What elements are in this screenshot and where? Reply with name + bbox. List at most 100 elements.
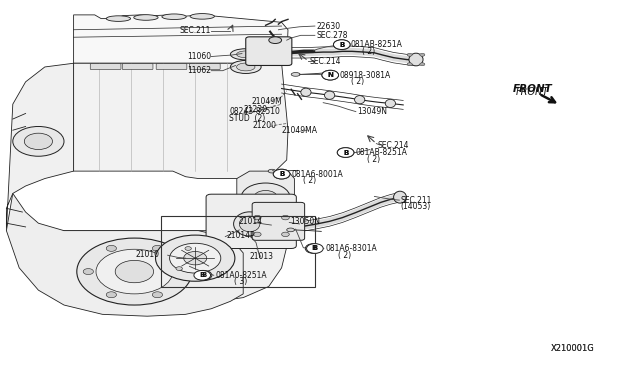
Text: ( 2): ( 2) (367, 155, 381, 164)
Circle shape (175, 269, 186, 275)
Text: X210001G: X210001G (550, 344, 594, 353)
Text: STUD  (2): STUD (2) (229, 114, 266, 123)
Circle shape (83, 269, 93, 275)
Ellipse shape (234, 212, 266, 236)
Circle shape (282, 215, 289, 220)
Ellipse shape (239, 216, 260, 232)
Text: ( 2): ( 2) (362, 47, 376, 56)
Text: 22630: 22630 (316, 22, 340, 31)
Circle shape (170, 243, 221, 273)
Circle shape (115, 260, 154, 283)
Circle shape (273, 169, 290, 179)
Text: N: N (327, 72, 333, 78)
Bar (161, 216, 315, 287)
Text: 081A0-8251A: 081A0-8251A (215, 271, 267, 280)
Text: B: B (339, 42, 344, 48)
Ellipse shape (190, 13, 214, 19)
Text: ( 2): ( 2) (303, 176, 317, 185)
Text: 11062: 11062 (188, 66, 211, 75)
Circle shape (13, 126, 64, 156)
Text: B: B (311, 246, 316, 251)
Text: 081AB-8251A: 081AB-8251A (356, 148, 408, 157)
Ellipse shape (269, 37, 282, 44)
Text: 21014: 21014 (238, 217, 262, 226)
Circle shape (337, 148, 354, 157)
Circle shape (184, 251, 207, 265)
Ellipse shape (106, 16, 131, 21)
Text: 21230: 21230 (243, 105, 268, 114)
Text: SEC.278: SEC.278 (316, 31, 348, 40)
Circle shape (273, 169, 290, 179)
Circle shape (156, 235, 235, 281)
Text: B: B (343, 150, 348, 155)
Ellipse shape (291, 73, 300, 76)
Text: (14053): (14053) (401, 202, 431, 211)
Ellipse shape (268, 169, 276, 173)
FancyBboxPatch shape (90, 64, 121, 70)
Text: 21014P: 21014P (227, 231, 255, 240)
Circle shape (322, 70, 339, 80)
Text: B: B (339, 42, 344, 48)
Circle shape (420, 53, 425, 56)
Ellipse shape (355, 96, 365, 104)
Text: FRONT: FRONT (513, 84, 552, 93)
Text: ( 2): ( 2) (338, 251, 351, 260)
Text: B: B (279, 171, 284, 177)
Circle shape (241, 183, 290, 211)
Polygon shape (74, 15, 288, 63)
Circle shape (253, 232, 261, 237)
Circle shape (152, 292, 163, 298)
Ellipse shape (301, 88, 311, 96)
Text: 081A6-8001A: 081A6-8001A (292, 170, 344, 179)
Circle shape (282, 232, 289, 237)
Ellipse shape (162, 14, 186, 19)
Circle shape (106, 246, 116, 251)
Text: B: B (200, 272, 205, 278)
Polygon shape (6, 63, 74, 231)
Polygon shape (237, 171, 294, 219)
Circle shape (152, 246, 163, 251)
Text: B: B (343, 150, 348, 155)
Ellipse shape (230, 49, 261, 60)
Text: 21010: 21010 (136, 250, 160, 259)
FancyBboxPatch shape (122, 64, 153, 70)
Circle shape (254, 190, 277, 204)
Circle shape (195, 270, 212, 280)
Text: ( 2): ( 2) (351, 77, 364, 86)
Text: 21049MA: 21049MA (282, 126, 317, 135)
Ellipse shape (203, 273, 209, 276)
Text: X210001G: X210001G (550, 344, 594, 353)
Text: 13049N: 13049N (357, 107, 387, 116)
Text: ( 3): ( 3) (234, 278, 247, 286)
Ellipse shape (324, 91, 335, 99)
Text: SEC.214: SEC.214 (378, 141, 409, 150)
FancyBboxPatch shape (252, 202, 305, 240)
Ellipse shape (394, 191, 406, 203)
Text: 21013: 21013 (250, 252, 274, 261)
Circle shape (407, 53, 412, 56)
Ellipse shape (230, 61, 261, 74)
Circle shape (407, 63, 412, 66)
Ellipse shape (287, 228, 294, 232)
Text: 11060: 11060 (187, 52, 211, 61)
Text: N: N (327, 72, 333, 78)
Circle shape (420, 63, 425, 66)
Ellipse shape (237, 51, 255, 58)
Polygon shape (74, 63, 288, 179)
Circle shape (96, 249, 173, 294)
Text: FRONT: FRONT (516, 87, 549, 97)
Text: B: B (201, 272, 206, 278)
Text: 13050N: 13050N (291, 217, 321, 226)
Circle shape (305, 244, 322, 253)
Text: 21200: 21200 (253, 121, 277, 130)
Ellipse shape (409, 53, 423, 66)
Circle shape (322, 70, 339, 80)
Circle shape (333, 40, 350, 49)
Ellipse shape (237, 63, 255, 71)
Text: 21049M: 21049M (252, 97, 282, 106)
Circle shape (333, 40, 350, 49)
FancyBboxPatch shape (189, 64, 220, 70)
FancyBboxPatch shape (206, 194, 296, 248)
FancyBboxPatch shape (156, 64, 187, 70)
FancyBboxPatch shape (246, 37, 292, 65)
